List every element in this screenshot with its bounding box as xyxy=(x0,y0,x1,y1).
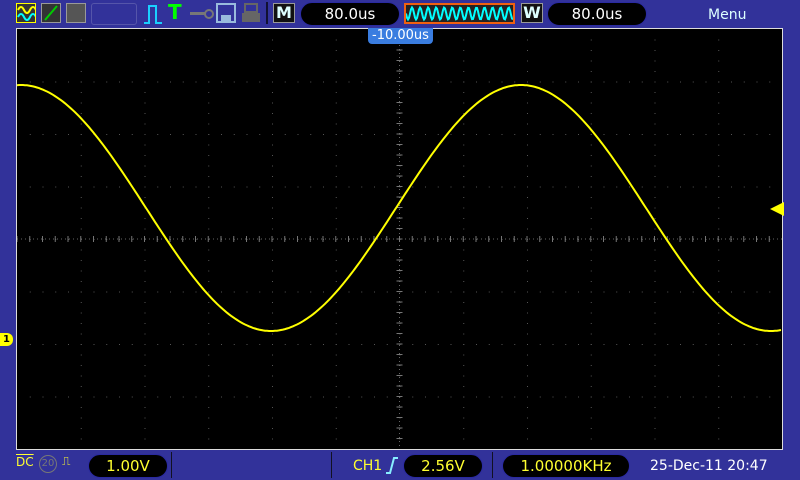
dual-wave-icon[interactable] xyxy=(16,3,37,23)
trigger-level[interactable]: 2.56V xyxy=(403,454,483,478)
rising-edge-icon xyxy=(386,457,398,474)
trigger-position-label: -10.00us xyxy=(368,28,433,44)
trigger-t-icon[interactable]: T xyxy=(168,0,182,24)
coupling-dc: DC xyxy=(16,455,34,469)
print-icon[interactable] xyxy=(241,3,261,23)
ch1-scale[interactable]: 1.00V xyxy=(88,454,168,478)
save-icon[interactable] xyxy=(216,3,236,23)
waveform-display xyxy=(16,28,783,450)
channel1-ground-marker[interactable]: 1 xyxy=(0,333,13,346)
zoom-window-icon[interactable] xyxy=(404,3,515,24)
persistence-icon[interactable] xyxy=(66,3,86,23)
datetime: 25-Dec-11 20:47 xyxy=(650,458,768,474)
key-icon xyxy=(190,9,214,19)
blank-slot xyxy=(91,3,137,25)
ramp-icon[interactable] xyxy=(41,3,61,23)
m-indicator: M xyxy=(273,3,295,23)
invert-icon: ⎍ xyxy=(62,454,71,468)
w-indicator: W xyxy=(521,3,543,23)
trigger-level-marker[interactable] xyxy=(770,202,784,216)
trigger-source: CH1 xyxy=(353,458,383,474)
frequency-readout: 1.00000KHz xyxy=(502,454,630,478)
pulse-icon[interactable] xyxy=(143,4,163,24)
ch1-trace xyxy=(16,84,782,332)
menu-button[interactable]: Menu xyxy=(708,7,747,23)
graticule xyxy=(16,28,782,449)
window-timebase[interactable]: 80.0us xyxy=(547,2,647,26)
bandwidth-limit-icon: 20 xyxy=(39,455,57,473)
main-timebase[interactable]: 80.0us xyxy=(300,2,400,26)
